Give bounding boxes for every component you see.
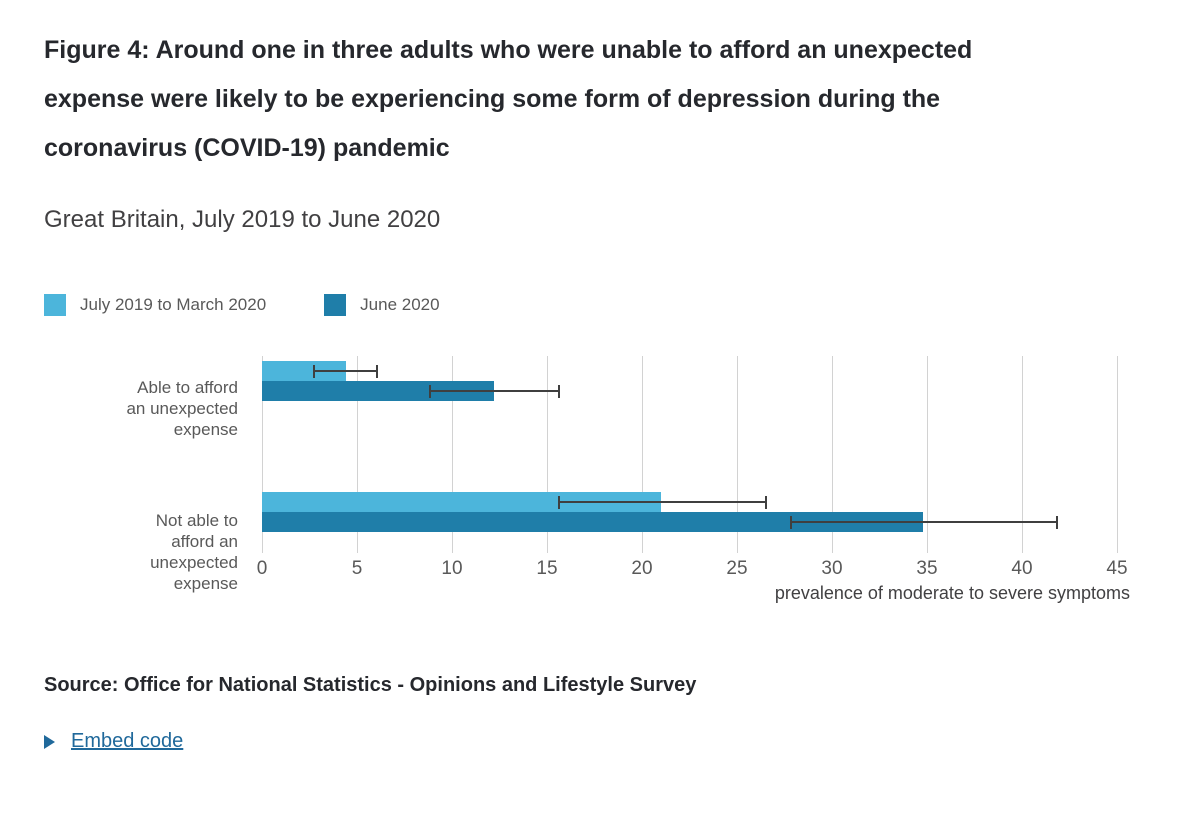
gridline xyxy=(452,356,453,553)
legend-item-series2: June 2020 xyxy=(324,294,440,316)
error-bar-cap xyxy=(790,515,792,529)
bar-june-2020-cat1 xyxy=(262,381,494,401)
error-bar-cap xyxy=(313,364,315,378)
legend-swatch-icon xyxy=(44,294,66,316)
gridline xyxy=(642,356,643,553)
category-label: Not able to afford an unexpected expense xyxy=(150,511,238,593)
gridline xyxy=(1117,356,1118,553)
gridline xyxy=(927,356,928,553)
x-tick-label: 0 xyxy=(256,558,268,579)
embed-code-toggle[interactable]: Embed code xyxy=(44,730,183,753)
figure-title: Figure 4: Around one in three adults who… xyxy=(44,36,973,162)
play-triangle-icon xyxy=(44,734,55,749)
error-bar-cap xyxy=(1056,515,1058,529)
category-label: Able to afford an unexpected expense xyxy=(126,378,238,439)
x-tick-label: 15 xyxy=(536,558,558,579)
gridline xyxy=(262,356,263,553)
gridline xyxy=(737,356,738,553)
bar-jul2019-mar2020-cat1 xyxy=(262,361,346,381)
error-bar xyxy=(558,501,767,503)
x-axis-label: prevalence of moderate to severe symptom… xyxy=(774,583,1130,603)
gridline xyxy=(547,356,548,553)
bar-chart: 0 5 10 15 20 25 30 35 40 45 Able to afford an unex… xyxy=(0,356,1200,616)
figure-subtitle: Great Britain, July 2019 to June 2020 xyxy=(44,206,441,233)
gridline xyxy=(357,356,358,553)
error-bar-cap xyxy=(376,364,378,378)
bar-june-2020-cat2 xyxy=(262,512,923,532)
x-tick-label: 45 xyxy=(1106,558,1128,579)
error-bar xyxy=(429,390,560,392)
x-tick-label: 35 xyxy=(916,558,938,579)
bar-jul2019-mar2020-cat2 xyxy=(262,492,661,512)
embed-code-link[interactable]: Embed code xyxy=(71,730,184,752)
error-bar-cap xyxy=(429,384,431,398)
x-tick-label: 5 xyxy=(351,558,363,579)
error-bar xyxy=(313,370,378,372)
gridline xyxy=(1022,356,1023,553)
x-tick-label: 25 xyxy=(726,558,748,579)
x-tick-label: 40 xyxy=(1011,558,1033,579)
legend-label: June 2020 xyxy=(360,295,440,314)
error-bar-cap xyxy=(765,495,767,509)
error-bar xyxy=(790,521,1058,523)
plot-area: 0 5 10 15 20 25 30 35 40 45 xyxy=(257,356,1128,579)
legend-swatch-icon xyxy=(324,294,347,316)
x-tick-label: 30 xyxy=(821,558,843,579)
legend-label: July 2019 to March 2020 xyxy=(80,295,267,314)
error-bar-cap xyxy=(558,384,560,398)
chart-legend: July 2019 to March 2020 June 2020 xyxy=(44,294,440,316)
gridline xyxy=(832,356,833,553)
error-bar-cap xyxy=(558,495,560,509)
legend-item-series1: July 2019 to March 2020 xyxy=(44,294,266,316)
source-line: Source: Office for National Statistics -… xyxy=(44,674,697,696)
x-tick-label: 20 xyxy=(631,558,653,579)
x-tick-label: 10 xyxy=(441,558,463,579)
